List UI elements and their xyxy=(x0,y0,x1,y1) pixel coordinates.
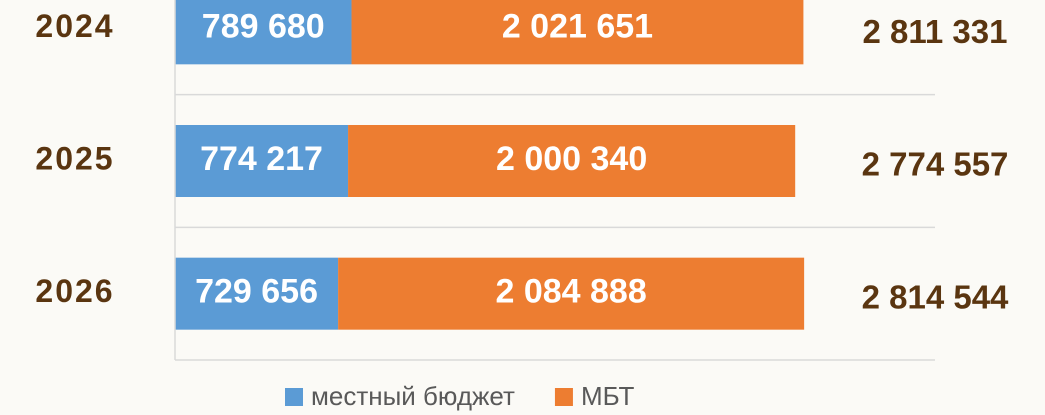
bar-segment xyxy=(348,125,796,197)
legend-label: местный бюджет xyxy=(311,381,515,411)
bar-segment xyxy=(175,0,352,65)
value-label: 789 680 xyxy=(202,7,325,45)
bar-segment xyxy=(351,0,804,65)
value-label: 2 084 888 xyxy=(495,273,646,311)
total-label: 2 774 557 xyxy=(862,146,1009,183)
bar-segment xyxy=(175,257,339,330)
bar-segment xyxy=(175,125,349,197)
legend-swatch xyxy=(554,388,573,406)
legend-label: МБТ xyxy=(581,381,635,411)
y-tick-label: 2026 xyxy=(35,273,114,309)
legend-swatch xyxy=(285,388,303,406)
bar-segment xyxy=(338,257,805,330)
total-label: 2 811 331 xyxy=(863,13,1008,50)
y-tick-label: 2025 xyxy=(35,140,114,176)
total-label: 2 814 544 xyxy=(862,278,1009,315)
value-label: 729 656 xyxy=(195,273,318,311)
value-label: 2 000 340 xyxy=(496,140,647,178)
y-tick-label: 2024 xyxy=(35,8,114,44)
value-label: 2 021 651 xyxy=(502,7,653,45)
value-label: 774 217 xyxy=(200,140,323,178)
